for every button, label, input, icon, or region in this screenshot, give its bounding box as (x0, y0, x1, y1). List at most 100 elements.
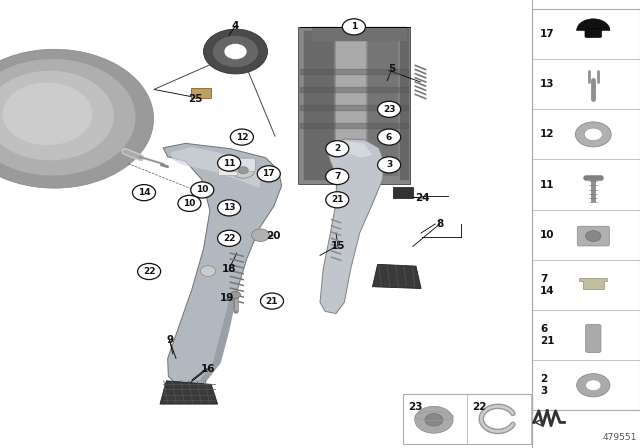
FancyBboxPatch shape (191, 88, 211, 98)
Text: 10: 10 (183, 199, 196, 208)
Circle shape (342, 19, 365, 35)
Text: 17: 17 (262, 169, 275, 178)
Circle shape (326, 168, 349, 185)
Text: 8: 8 (436, 219, 444, 229)
Circle shape (191, 182, 214, 198)
Text: 22: 22 (143, 267, 156, 276)
Polygon shape (300, 87, 408, 92)
FancyBboxPatch shape (577, 226, 609, 246)
Circle shape (212, 35, 259, 68)
Polygon shape (172, 147, 261, 188)
Polygon shape (300, 69, 408, 74)
Text: 11: 11 (223, 159, 236, 168)
Text: 479551: 479551 (602, 433, 637, 442)
FancyBboxPatch shape (393, 187, 413, 198)
Circle shape (200, 266, 216, 276)
Text: 6
21: 6 21 (540, 324, 555, 346)
Circle shape (586, 231, 601, 241)
Text: 10: 10 (196, 185, 209, 194)
Text: 16: 16 (201, 364, 215, 374)
Circle shape (3, 82, 92, 145)
Polygon shape (400, 28, 408, 179)
Circle shape (425, 414, 443, 426)
FancyBboxPatch shape (532, 9, 640, 410)
Polygon shape (218, 161, 237, 175)
Polygon shape (330, 141, 372, 158)
Circle shape (415, 406, 453, 433)
Circle shape (577, 374, 610, 397)
Circle shape (132, 185, 156, 201)
Circle shape (138, 263, 161, 280)
Text: 24: 24 (415, 193, 429, 203)
Circle shape (230, 291, 241, 298)
Text: 23: 23 (408, 402, 423, 412)
Text: 19: 19 (220, 293, 234, 303)
Text: 21: 21 (331, 195, 344, 204)
Text: 7
14: 7 14 (540, 274, 555, 296)
Text: 11: 11 (540, 180, 555, 190)
Polygon shape (579, 278, 607, 289)
Circle shape (230, 129, 253, 145)
Text: 4: 4 (232, 21, 239, 31)
Text: 14: 14 (138, 188, 150, 197)
Circle shape (260, 293, 284, 309)
Polygon shape (163, 143, 282, 386)
Circle shape (0, 49, 154, 188)
Polygon shape (160, 381, 218, 404)
Circle shape (238, 167, 248, 174)
Circle shape (0, 59, 136, 176)
Text: 3: 3 (386, 160, 392, 169)
Text: 9: 9 (166, 336, 173, 345)
Text: 12: 12 (236, 133, 248, 142)
Circle shape (178, 195, 201, 211)
Text: 22: 22 (472, 402, 487, 412)
Text: 21: 21 (266, 297, 278, 306)
Circle shape (252, 229, 269, 241)
Text: 7: 7 (334, 172, 340, 181)
Text: 12: 12 (540, 129, 555, 139)
Polygon shape (320, 139, 384, 314)
Circle shape (218, 155, 241, 171)
Circle shape (204, 29, 268, 74)
Polygon shape (336, 40, 365, 170)
Text: 10: 10 (540, 230, 555, 240)
Text: 18: 18 (222, 264, 236, 274)
Polygon shape (312, 27, 406, 40)
Circle shape (378, 129, 401, 145)
FancyBboxPatch shape (227, 158, 255, 172)
Circle shape (218, 230, 241, 246)
Text: 23: 23 (383, 105, 396, 114)
Circle shape (378, 101, 401, 117)
Text: 25: 25 (189, 95, 203, 104)
Polygon shape (368, 36, 397, 175)
Text: 2
3: 2 3 (540, 375, 547, 396)
Polygon shape (298, 27, 410, 184)
FancyBboxPatch shape (403, 394, 532, 444)
Text: 1: 1 (351, 22, 357, 31)
Text: 17: 17 (540, 29, 555, 39)
Text: 22: 22 (223, 234, 236, 243)
Text: 6: 6 (386, 133, 392, 142)
Wedge shape (577, 19, 610, 30)
Circle shape (224, 43, 247, 60)
Circle shape (218, 200, 241, 216)
Text: 13: 13 (223, 203, 236, 212)
Polygon shape (372, 264, 421, 289)
Circle shape (586, 380, 601, 391)
Polygon shape (304, 31, 333, 179)
Text: 15: 15 (331, 241, 345, 250)
FancyBboxPatch shape (586, 324, 601, 353)
Circle shape (232, 162, 255, 178)
Polygon shape (189, 296, 237, 383)
Text: 2: 2 (334, 144, 340, 153)
Polygon shape (300, 123, 408, 128)
Polygon shape (300, 105, 408, 110)
Text: 13: 13 (540, 79, 555, 89)
Text: 5: 5 (388, 65, 396, 74)
Circle shape (378, 157, 401, 173)
Text: 20: 20 (266, 231, 280, 241)
Circle shape (0, 71, 114, 160)
Circle shape (326, 141, 349, 157)
Circle shape (257, 166, 280, 182)
Circle shape (229, 164, 234, 168)
